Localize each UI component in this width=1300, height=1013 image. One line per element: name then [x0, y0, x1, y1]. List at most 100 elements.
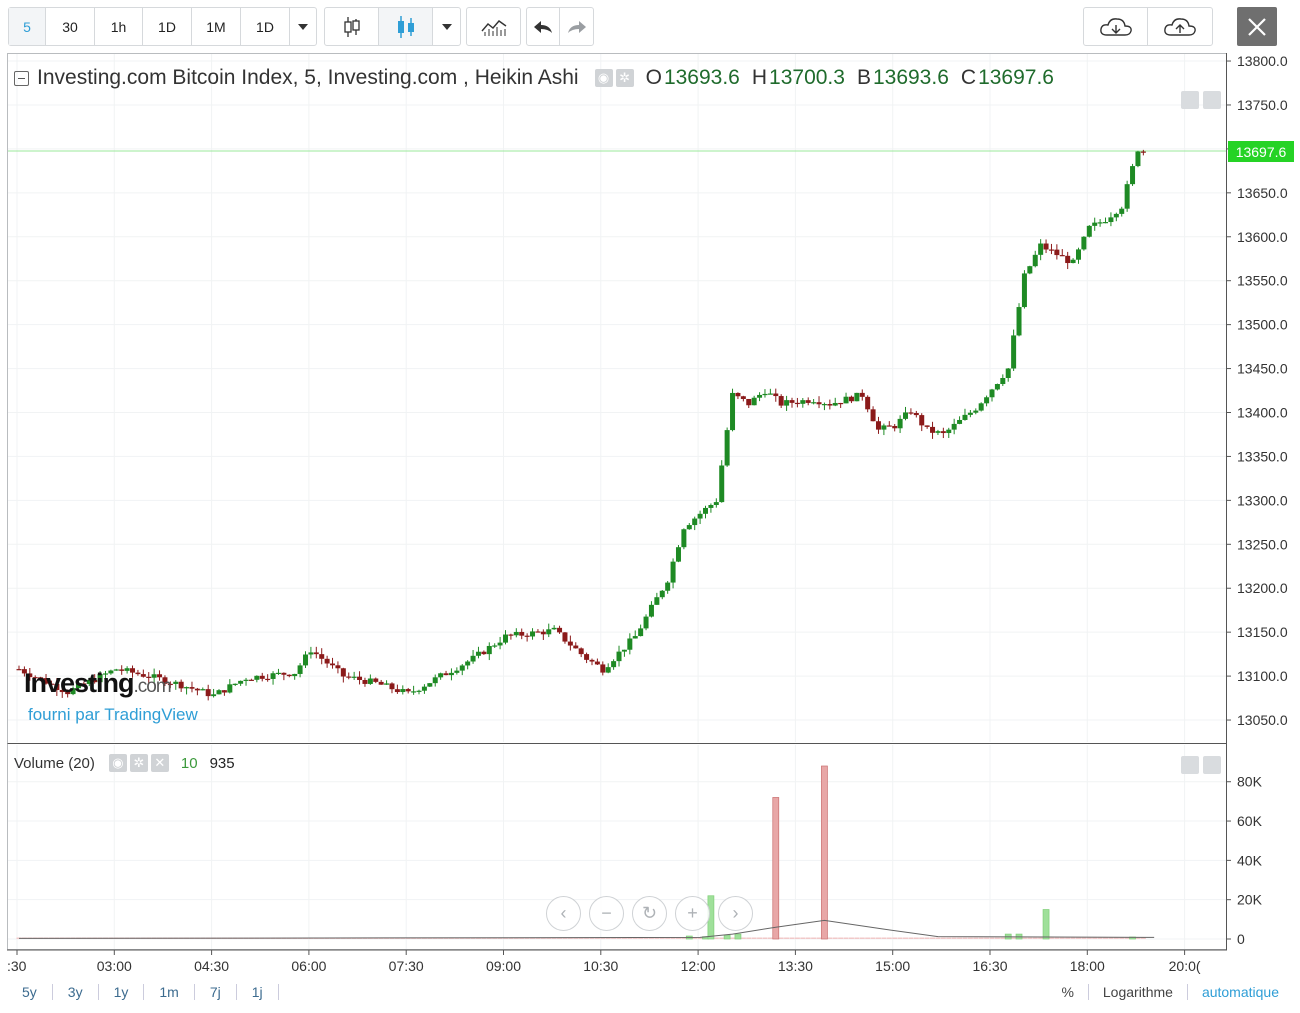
interval-dropdown-button[interactable] — [290, 8, 316, 45]
maximize-icon[interactable] — [1203, 91, 1221, 109]
volume-bar — [762, 937, 768, 939]
maximize-icon[interactable] — [1203, 756, 1221, 774]
volume-bar — [1124, 937, 1130, 939]
candle-down — [875, 421, 881, 430]
candle-up — [459, 665, 465, 671]
close-icon[interactable]: ✕ — [150, 754, 169, 772]
scroll-left-button[interactable]: ‹ — [546, 896, 581, 931]
scroll-right-button[interactable]: › — [718, 896, 753, 931]
interval-1m-button[interactable]: 1M — [192, 8, 241, 45]
candle-down — [584, 654, 590, 660]
range-7j-button[interactable]: 7j — [195, 984, 237, 1000]
price-axis[interactable]: 13800.013750.013700.013650.013600.013550… — [1226, 53, 1288, 947]
volume-bar — [723, 934, 731, 940]
volume-bar — [530, 937, 536, 939]
time-tick-label: 13:30 — [778, 958, 813, 974]
log-scale-button[interactable]: Logarithme — [1087, 984, 1187, 1000]
price-legend: Investing.com Bitcoin Index, 5, Investin… — [14, 66, 1054, 90]
indicators-button[interactable] — [467, 8, 520, 45]
candle-down — [146, 676, 152, 678]
candle-up — [270, 673, 276, 679]
range-5y-button[interactable]: 5y — [7, 984, 53, 1000]
candle-up — [978, 403, 984, 411]
time-axis[interactable]: :30 03:00 04:30 06:00 07:30 09:00 10:30 12:00 13… — [7, 949, 1227, 974]
volume-tick-label: 60K — [1237, 813, 1263, 829]
volume-bar — [546, 937, 552, 939]
undo-button[interactable] — [527, 8, 560, 45]
minus-icon: − — [601, 903, 612, 923]
candle-down — [27, 673, 33, 678]
price-tick-label: 13300.0 — [1237, 492, 1288, 508]
interval-5-button[interactable]: 5 — [9, 8, 46, 45]
volume-bar — [578, 937, 584, 939]
interval-1d-alt-button[interactable]: 1D — [241, 8, 290, 45]
cloud-download-button[interactable] — [1084, 8, 1148, 45]
auto-scale-button[interactable]: automatique — [1186, 984, 1293, 1000]
range-1m-button[interactable]: 1m — [144, 984, 195, 1000]
candle-down — [167, 683, 173, 686]
volume-bar — [675, 937, 681, 939]
volume-bar — [984, 937, 990, 939]
volume-bar — [816, 937, 822, 939]
time-tick-label: 07:30 — [389, 958, 424, 974]
range-3y-button[interactable]: 3y — [53, 984, 99, 1000]
range-1y-button[interactable]: 1y — [99, 984, 145, 1000]
zoom-out-button[interactable]: − — [589, 896, 624, 931]
volume-bar — [757, 937, 763, 939]
candle-up — [1124, 184, 1130, 209]
interval-group: 5 30 1h 1D 1M 1D — [8, 7, 317, 46]
volume-bar — [519, 937, 525, 939]
volume-bar — [562, 937, 568, 939]
scale-options: % Logarithme automatique — [1047, 977, 1293, 1007]
range-1j-button[interactable]: 1j — [237, 984, 279, 1000]
candle-up — [989, 389, 995, 398]
investing-logo: Investing.com — [24, 668, 172, 699]
reset-button[interactable]: ↻ — [632, 896, 667, 931]
candle-up — [275, 672, 281, 675]
eye-icon[interactable]: ◉ — [594, 69, 613, 87]
provided-by-link[interactable]: fourni par TradingView — [28, 705, 198, 724]
volume-bars — [16, 765, 1155, 940]
candlestick-button[interactable] — [379, 8, 433, 45]
interval-1d-button[interactable]: 1D — [143, 8, 192, 45]
volume-bar — [924, 937, 930, 939]
volume-bar — [1048, 937, 1054, 939]
eye-icon[interactable]: ◉ — [108, 754, 127, 772]
time-tick-label: 06:00 — [291, 958, 326, 974]
volume-tick-label: 40K — [1237, 852, 1263, 868]
volume-bar — [1113, 937, 1119, 939]
candle-up — [967, 412, 973, 415]
candle-up — [200, 689, 206, 691]
volume-bar — [994, 937, 1000, 939]
candle-up — [648, 604, 654, 617]
cloud-upload-button[interactable] — [1148, 8, 1212, 45]
interval-1h-button[interactable]: 1h — [95, 8, 143, 45]
zoom-in-button[interactable]: + — [675, 896, 710, 931]
volume-bar — [1032, 937, 1038, 939]
redo-button[interactable] — [560, 8, 593, 45]
gear-icon[interactable]: ✲ — [129, 754, 148, 772]
price-tick-label: 13200.0 — [1237, 580, 1288, 596]
collapse-legend-icon[interactable] — [14, 70, 29, 86]
low-label: B — [856, 66, 871, 89]
candle-up — [616, 651, 622, 662]
volume-tick-label: 20K — [1237, 892, 1263, 908]
legend-title: Investing.com Bitcoin Index, 5, Investin… — [37, 66, 579, 89]
volume-value: 935 — [209, 754, 235, 772]
interval-30-button[interactable]: 30 — [46, 8, 95, 45]
candle-down — [735, 392, 741, 397]
gear-icon[interactable]: ✲ — [615, 69, 634, 87]
candle-up — [659, 590, 665, 598]
move-down-icon[interactable] — [1181, 91, 1199, 109]
close-button[interactable] — [1237, 7, 1277, 46]
bar-chart-button[interactable] — [325, 8, 379, 45]
price-pane[interactable] — [7, 53, 1227, 743]
candle-down — [481, 651, 487, 655]
refresh-icon: ↻ — [641, 903, 658, 923]
candle-up — [254, 675, 260, 680]
chart-style-dropdown-button[interactable] — [433, 8, 460, 45]
move-up-icon[interactable] — [1181, 756, 1199, 774]
candle-down — [65, 692, 71, 695]
percent-scale-button[interactable]: % — [1061, 984, 1074, 1000]
candle-down — [162, 677, 168, 684]
